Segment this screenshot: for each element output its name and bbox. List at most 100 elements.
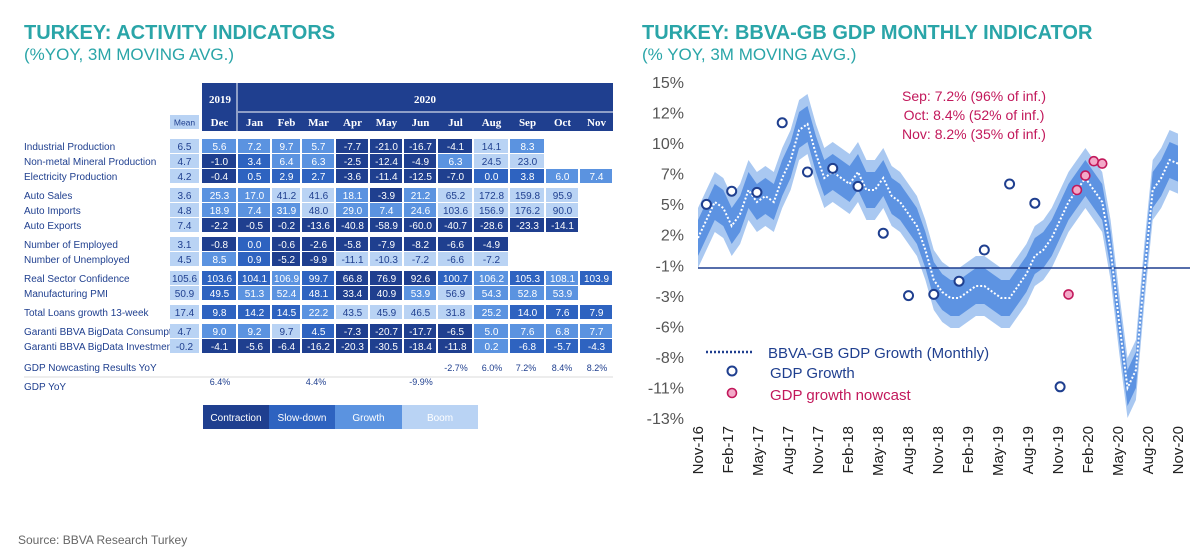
cell-value: 0.9 bbox=[248, 255, 262, 266]
table-cell bbox=[474, 324, 508, 338]
cell-value: -0.8 bbox=[211, 240, 229, 251]
activity-indicators-table: 2019 2020 Dec Jan Feb Mar Apr May Jun Jul Aug Sep Oc… bbox=[24, 83, 613, 429]
table-cell bbox=[302, 271, 334, 285]
cell-value: 48.1 bbox=[309, 289, 329, 300]
cell-value: -6.5 bbox=[447, 327, 465, 338]
cell-value: 43.5 bbox=[343, 308, 363, 319]
cell-value: -4.1 bbox=[447, 142, 465, 153]
table-cell bbox=[370, 271, 402, 285]
nowcast-value: 8.2% bbox=[587, 363, 608, 373]
table-cell bbox=[546, 286, 578, 300]
nowcast-annotation: Sep: 7.2% (96% of inf.) bbox=[902, 88, 1046, 104]
table-cell bbox=[404, 218, 436, 232]
mean-value: 3.6 bbox=[178, 191, 192, 202]
table-cell bbox=[272, 305, 300, 319]
month-header: Feb bbox=[278, 117, 296, 129]
gdp-yoy-value: 6.4% bbox=[210, 377, 231, 387]
x-tick-label: Aug-20 bbox=[1140, 426, 1157, 474]
gdp-nowcast-point bbox=[1080, 170, 1091, 181]
table-cell bbox=[438, 237, 472, 251]
cell-value: 31.8 bbox=[446, 308, 466, 319]
nowcast-annotation: Nov: 8.2% (35% of inf.) bbox=[902, 126, 1046, 142]
cell-value: -5.8 bbox=[344, 240, 362, 251]
cell-value: -6.4 bbox=[278, 342, 296, 353]
x-tick-label: Nov-18 bbox=[930, 426, 947, 474]
cell-value: 0.0 bbox=[485, 172, 499, 183]
row-label: Number of Unemployed bbox=[24, 255, 130, 266]
mean-cell bbox=[170, 286, 199, 300]
cell-value: 52.4 bbox=[277, 289, 297, 300]
mean-cell bbox=[170, 252, 199, 266]
cell-value: 8.5 bbox=[213, 255, 227, 266]
table-cell bbox=[370, 339, 402, 353]
table-cell bbox=[546, 271, 578, 285]
cell-value: 5.6 bbox=[213, 142, 227, 153]
y-tick-label: -8% bbox=[656, 350, 684, 367]
mean-value: 4.7 bbox=[178, 327, 192, 338]
cell-value: 48.0 bbox=[309, 206, 329, 217]
gdp-growth-point bbox=[852, 180, 864, 192]
cell-value: 22.2 bbox=[309, 308, 329, 319]
table-cell bbox=[580, 305, 612, 319]
table-cell bbox=[336, 169, 368, 183]
table-cell bbox=[370, 218, 402, 232]
table-cell bbox=[336, 324, 368, 338]
table-cell bbox=[546, 218, 578, 232]
cell-value: 99.7 bbox=[309, 274, 329, 285]
cell-value: -20.7 bbox=[375, 327, 398, 338]
table-cell bbox=[202, 139, 236, 153]
table-cell bbox=[404, 324, 436, 338]
cell-value: 0.5 bbox=[248, 172, 262, 183]
table-cell bbox=[336, 305, 368, 319]
cell-value: -3.9 bbox=[378, 191, 396, 202]
gdp-growth-point bbox=[928, 288, 940, 300]
mean-value: 17.4 bbox=[175, 308, 195, 319]
gdp-nowcast-point bbox=[1088, 155, 1100, 167]
nowcast-value: 7.2% bbox=[516, 363, 537, 373]
table-cell bbox=[474, 218, 508, 232]
cell-value: -7.0 bbox=[447, 172, 465, 183]
table-cell bbox=[370, 188, 402, 202]
table-cell bbox=[404, 139, 436, 153]
cell-value: 172.8 bbox=[479, 191, 504, 202]
cell-value: 2.9 bbox=[280, 172, 294, 183]
cell-value: -40.7 bbox=[444, 221, 467, 232]
cell-value: 105.3 bbox=[515, 274, 540, 285]
cell-value: -9.9 bbox=[310, 255, 328, 266]
table-cell bbox=[336, 271, 368, 285]
table-cell bbox=[370, 154, 402, 168]
mean-value: 4.5 bbox=[178, 255, 192, 266]
cell-value: -13.6 bbox=[307, 221, 330, 232]
cell-value: 103.9 bbox=[584, 274, 609, 285]
gdp-yoy-label: GDP YoY bbox=[24, 382, 66, 393]
cell-value: 31.9 bbox=[277, 206, 297, 217]
table-cell bbox=[370, 169, 402, 183]
row-label: Number of Employed bbox=[24, 240, 118, 251]
table-cell bbox=[474, 188, 508, 202]
table-cell bbox=[272, 203, 300, 217]
cell-value: -7.7 bbox=[344, 142, 362, 153]
cell-value: -1.0 bbox=[211, 157, 229, 168]
cell-value: 95.9 bbox=[553, 191, 573, 202]
cell-value: 6.3 bbox=[449, 157, 463, 168]
table-cell bbox=[404, 169, 436, 183]
right-panel-title: TURKEY: BBVA-GB GDP MONTHLY INDICATOR bbox=[642, 22, 1093, 44]
table-cell bbox=[336, 218, 368, 232]
cell-value: 56.9 bbox=[446, 289, 466, 300]
nowcast-value: -2.7% bbox=[444, 363, 468, 373]
gdp-nowcast-point bbox=[1063, 289, 1074, 300]
gdp-nowcast-point bbox=[1071, 184, 1083, 196]
table-cell bbox=[202, 271, 236, 285]
cell-value: -8.2 bbox=[412, 240, 430, 251]
table-cell bbox=[202, 339, 236, 353]
cell-value: 3.8 bbox=[521, 172, 535, 183]
mean-cell bbox=[170, 203, 199, 217]
table-header-band bbox=[202, 83, 613, 131]
cell-value: -4.9 bbox=[483, 240, 501, 251]
table-cell bbox=[438, 271, 472, 285]
right-panel-subtitle: (% YOY, 3M MOVING AVG.) bbox=[642, 45, 857, 64]
y-tick-label: -3% bbox=[656, 289, 684, 306]
cell-value: -16.7 bbox=[409, 142, 432, 153]
table-cell bbox=[370, 305, 402, 319]
mean-value: -0.2 bbox=[176, 342, 194, 353]
